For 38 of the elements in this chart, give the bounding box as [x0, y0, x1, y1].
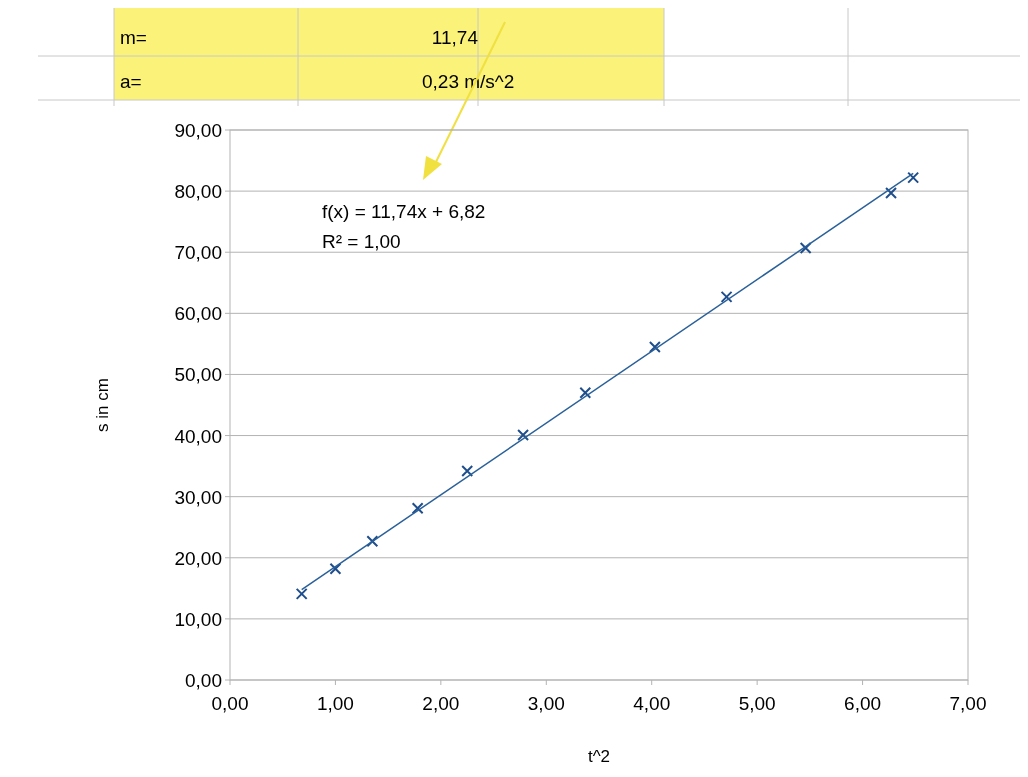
annotation: f(x) = 11,74x + 6,82	[322, 201, 486, 222]
point	[411, 502, 424, 515]
text: a=	[120, 71, 142, 92]
y-tick-label: 20,00	[174, 547, 222, 569]
x-tick-label: 4,00	[633, 693, 671, 714]
annotation: R² = 1,00	[322, 231, 401, 252]
x-tick-label: 2,00	[422, 693, 460, 714]
y-tick-label: 0,00	[185, 670, 222, 691]
point	[799, 241, 812, 254]
x-axis-title: t^2	[587, 747, 611, 766]
y-tick-label: 60,00	[174, 303, 222, 325]
text: 0,23 m/s^2	[422, 71, 515, 92]
y-tick-label: 80,00	[174, 181, 222, 203]
y-tick-label: 70,00	[174, 242, 222, 264]
point	[295, 587, 308, 600]
x-tick-label: 0,00	[211, 693, 249, 714]
point	[648, 340, 661, 353]
text: 11,74	[431, 27, 479, 48]
x-tick-label: 7,00	[949, 693, 987, 714]
y-axis-title: s in cm	[93, 378, 112, 432]
y-tick-label: 40,00	[174, 425, 222, 447]
text: m=	[120, 27, 147, 48]
x-tick-label: 6,00	[844, 693, 882, 714]
x-tick-label: 5,00	[738, 693, 776, 714]
x-tick-label: 1,00	[316, 693, 354, 714]
point	[720, 290, 733, 303]
point	[329, 562, 342, 575]
point	[907, 171, 920, 184]
y-tick-label: 30,00	[174, 486, 222, 508]
point	[366, 535, 379, 548]
y-tick-label: 10,00	[174, 608, 222, 630]
point	[885, 186, 898, 199]
point	[517, 428, 530, 441]
x-tick-label: 3,00	[527, 693, 565, 714]
y-tick-label: 90,00	[174, 120, 222, 141]
point	[579, 386, 592, 399]
y-tick-label: 50,00	[174, 364, 222, 386]
point	[461, 465, 474, 477]
